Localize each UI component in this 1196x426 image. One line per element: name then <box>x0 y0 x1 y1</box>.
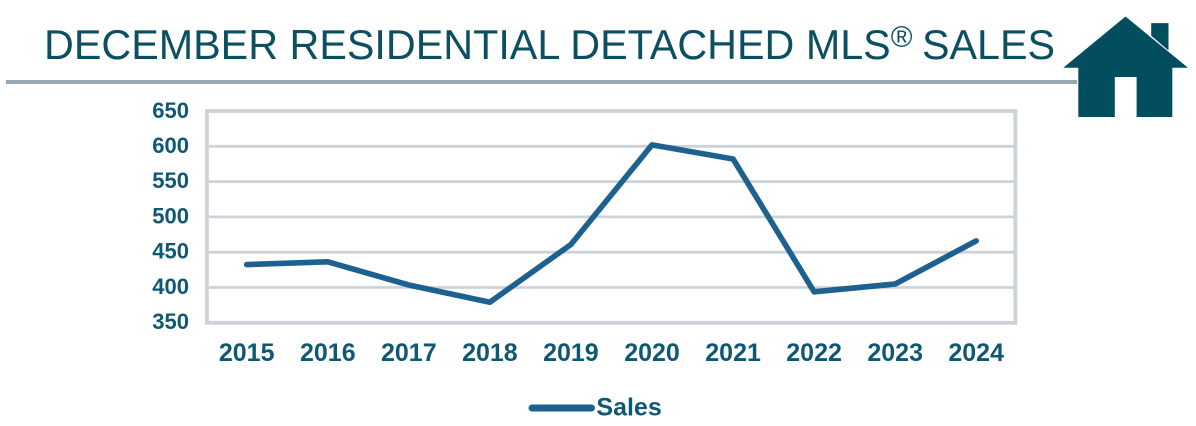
svg-text:2018: 2018 <box>462 339 518 367</box>
svg-text:2021: 2021 <box>705 339 761 367</box>
svg-text:2020: 2020 <box>624 339 680 367</box>
svg-text:2024: 2024 <box>948 339 1004 367</box>
svg-text:Sales: Sales <box>596 394 661 422</box>
svg-text:2015: 2015 <box>219 339 275 367</box>
svg-text:350: 350 <box>152 309 189 334</box>
svg-text:400: 400 <box>152 274 189 299</box>
svg-text:2017: 2017 <box>381 339 437 367</box>
svg-text:2022: 2022 <box>786 339 842 367</box>
svg-text:2019: 2019 <box>543 339 599 367</box>
svg-text:500: 500 <box>152 203 189 228</box>
svg-text:2023: 2023 <box>867 339 923 367</box>
svg-text:550: 550 <box>152 168 189 193</box>
svg-text:600: 600 <box>152 133 189 158</box>
svg-text:450: 450 <box>152 239 189 264</box>
svg-text:2016: 2016 <box>300 339 356 367</box>
svg-text:650: 650 <box>152 98 189 123</box>
